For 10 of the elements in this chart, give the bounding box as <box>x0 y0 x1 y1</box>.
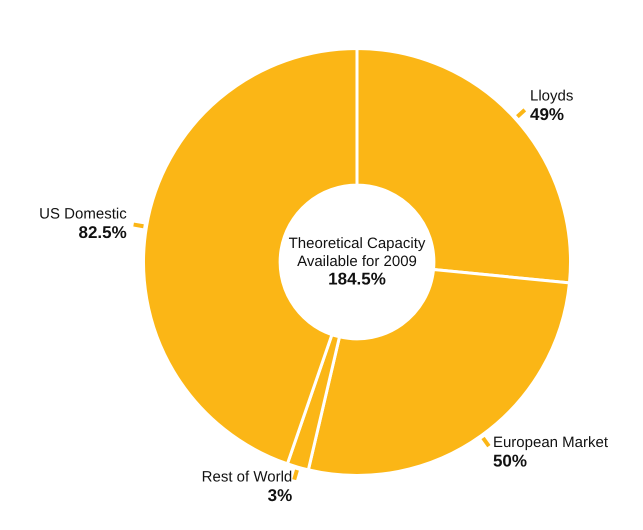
data-label: 82.5% <box>78 223 127 242</box>
slice-label: Lloyds <box>530 87 574 104</box>
text: Theoretical Capacity Available for 2009 <box>288 235 426 270</box>
slice-label: European Market <box>492 434 609 451</box>
data-label: 49% <box>530 104 564 124</box>
data-label: 3% <box>268 486 292 506</box>
text: 184.5% <box>328 270 386 289</box>
slice-label: Rest of World <box>202 468 292 486</box>
slice-label: US Domestic <box>39 206 128 223</box>
data-label: 50% <box>492 452 527 471</box>
